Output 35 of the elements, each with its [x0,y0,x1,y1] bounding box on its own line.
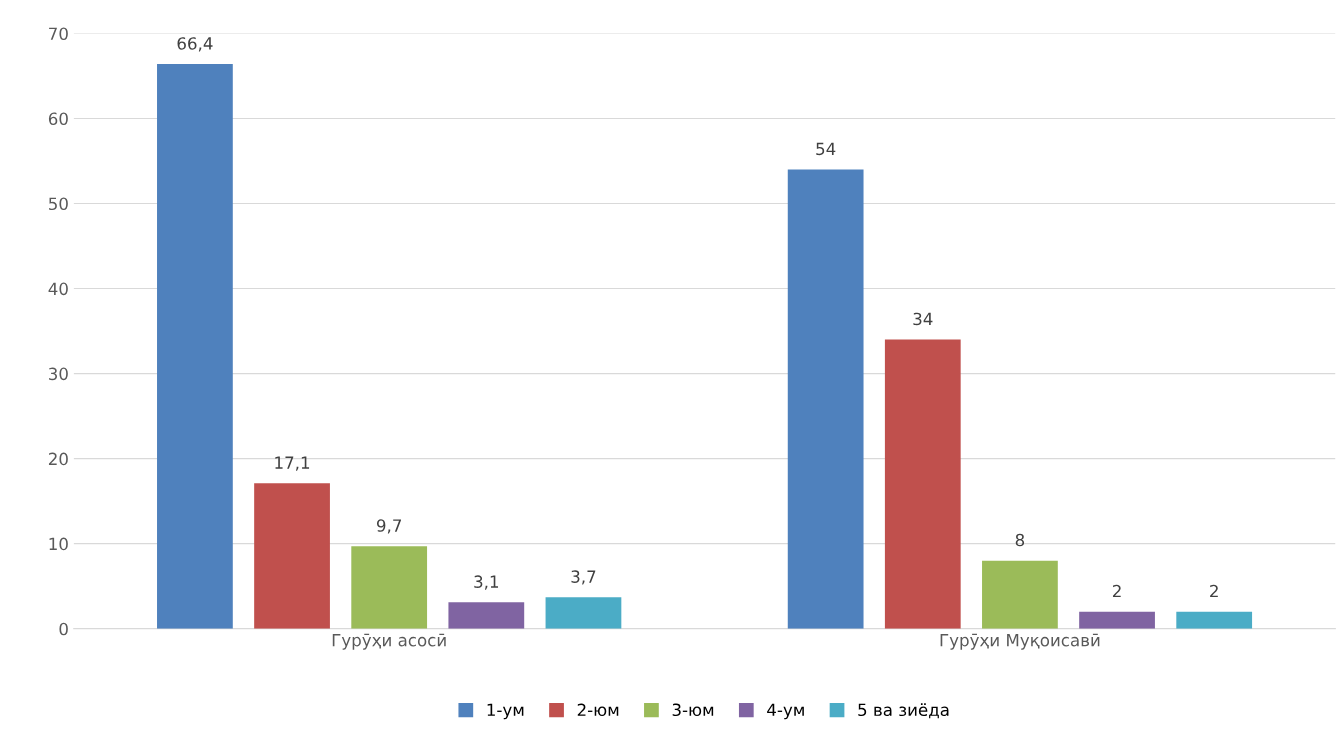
legend-label: 1-ум [487,703,524,720]
data-label: 54 [816,142,836,156]
x-tick-label: Гурӯҳи асосӣ [332,633,446,650]
data-label: 3,7 [571,570,596,585]
y-tick-label: 0 [59,622,68,636]
y-tick-label: 60 [48,112,68,126]
bar [982,560,1058,629]
y-tick-label: 20 [48,452,68,466]
bar [1079,611,1155,629]
data-label: 66,4 [177,37,213,52]
bar [884,339,961,629]
bar [787,169,864,629]
x-tick-label: Гурӯҳи Муқоисавӣ [940,633,1100,650]
data-label: 9,7 [376,519,402,534]
y-tick-label: 40 [48,282,68,296]
bar [545,597,622,629]
bar [1176,611,1253,629]
legend-label: 5 ва зиёда [858,703,949,719]
data-label: 34 [913,312,933,326]
data-label: 17,1 [275,456,310,471]
legend-label: 3-юм [672,703,714,717]
y-tick-label: 70 [49,27,68,41]
bar [351,546,428,629]
y-tick-label: 10 [49,537,68,551]
legend-label: 4-ум [767,703,804,720]
data-label: 3,1 [474,575,499,590]
legend-label: 2-юм [577,703,619,717]
bar [157,64,233,629]
data-label: 2 [1112,584,1121,598]
bar [254,483,330,629]
data-label: 8 [1015,533,1025,547]
data-label: 2 [1210,584,1218,598]
bar [448,602,525,629]
y-tick-label: 50 [49,197,68,211]
y-tick-label: 30 [49,367,68,381]
